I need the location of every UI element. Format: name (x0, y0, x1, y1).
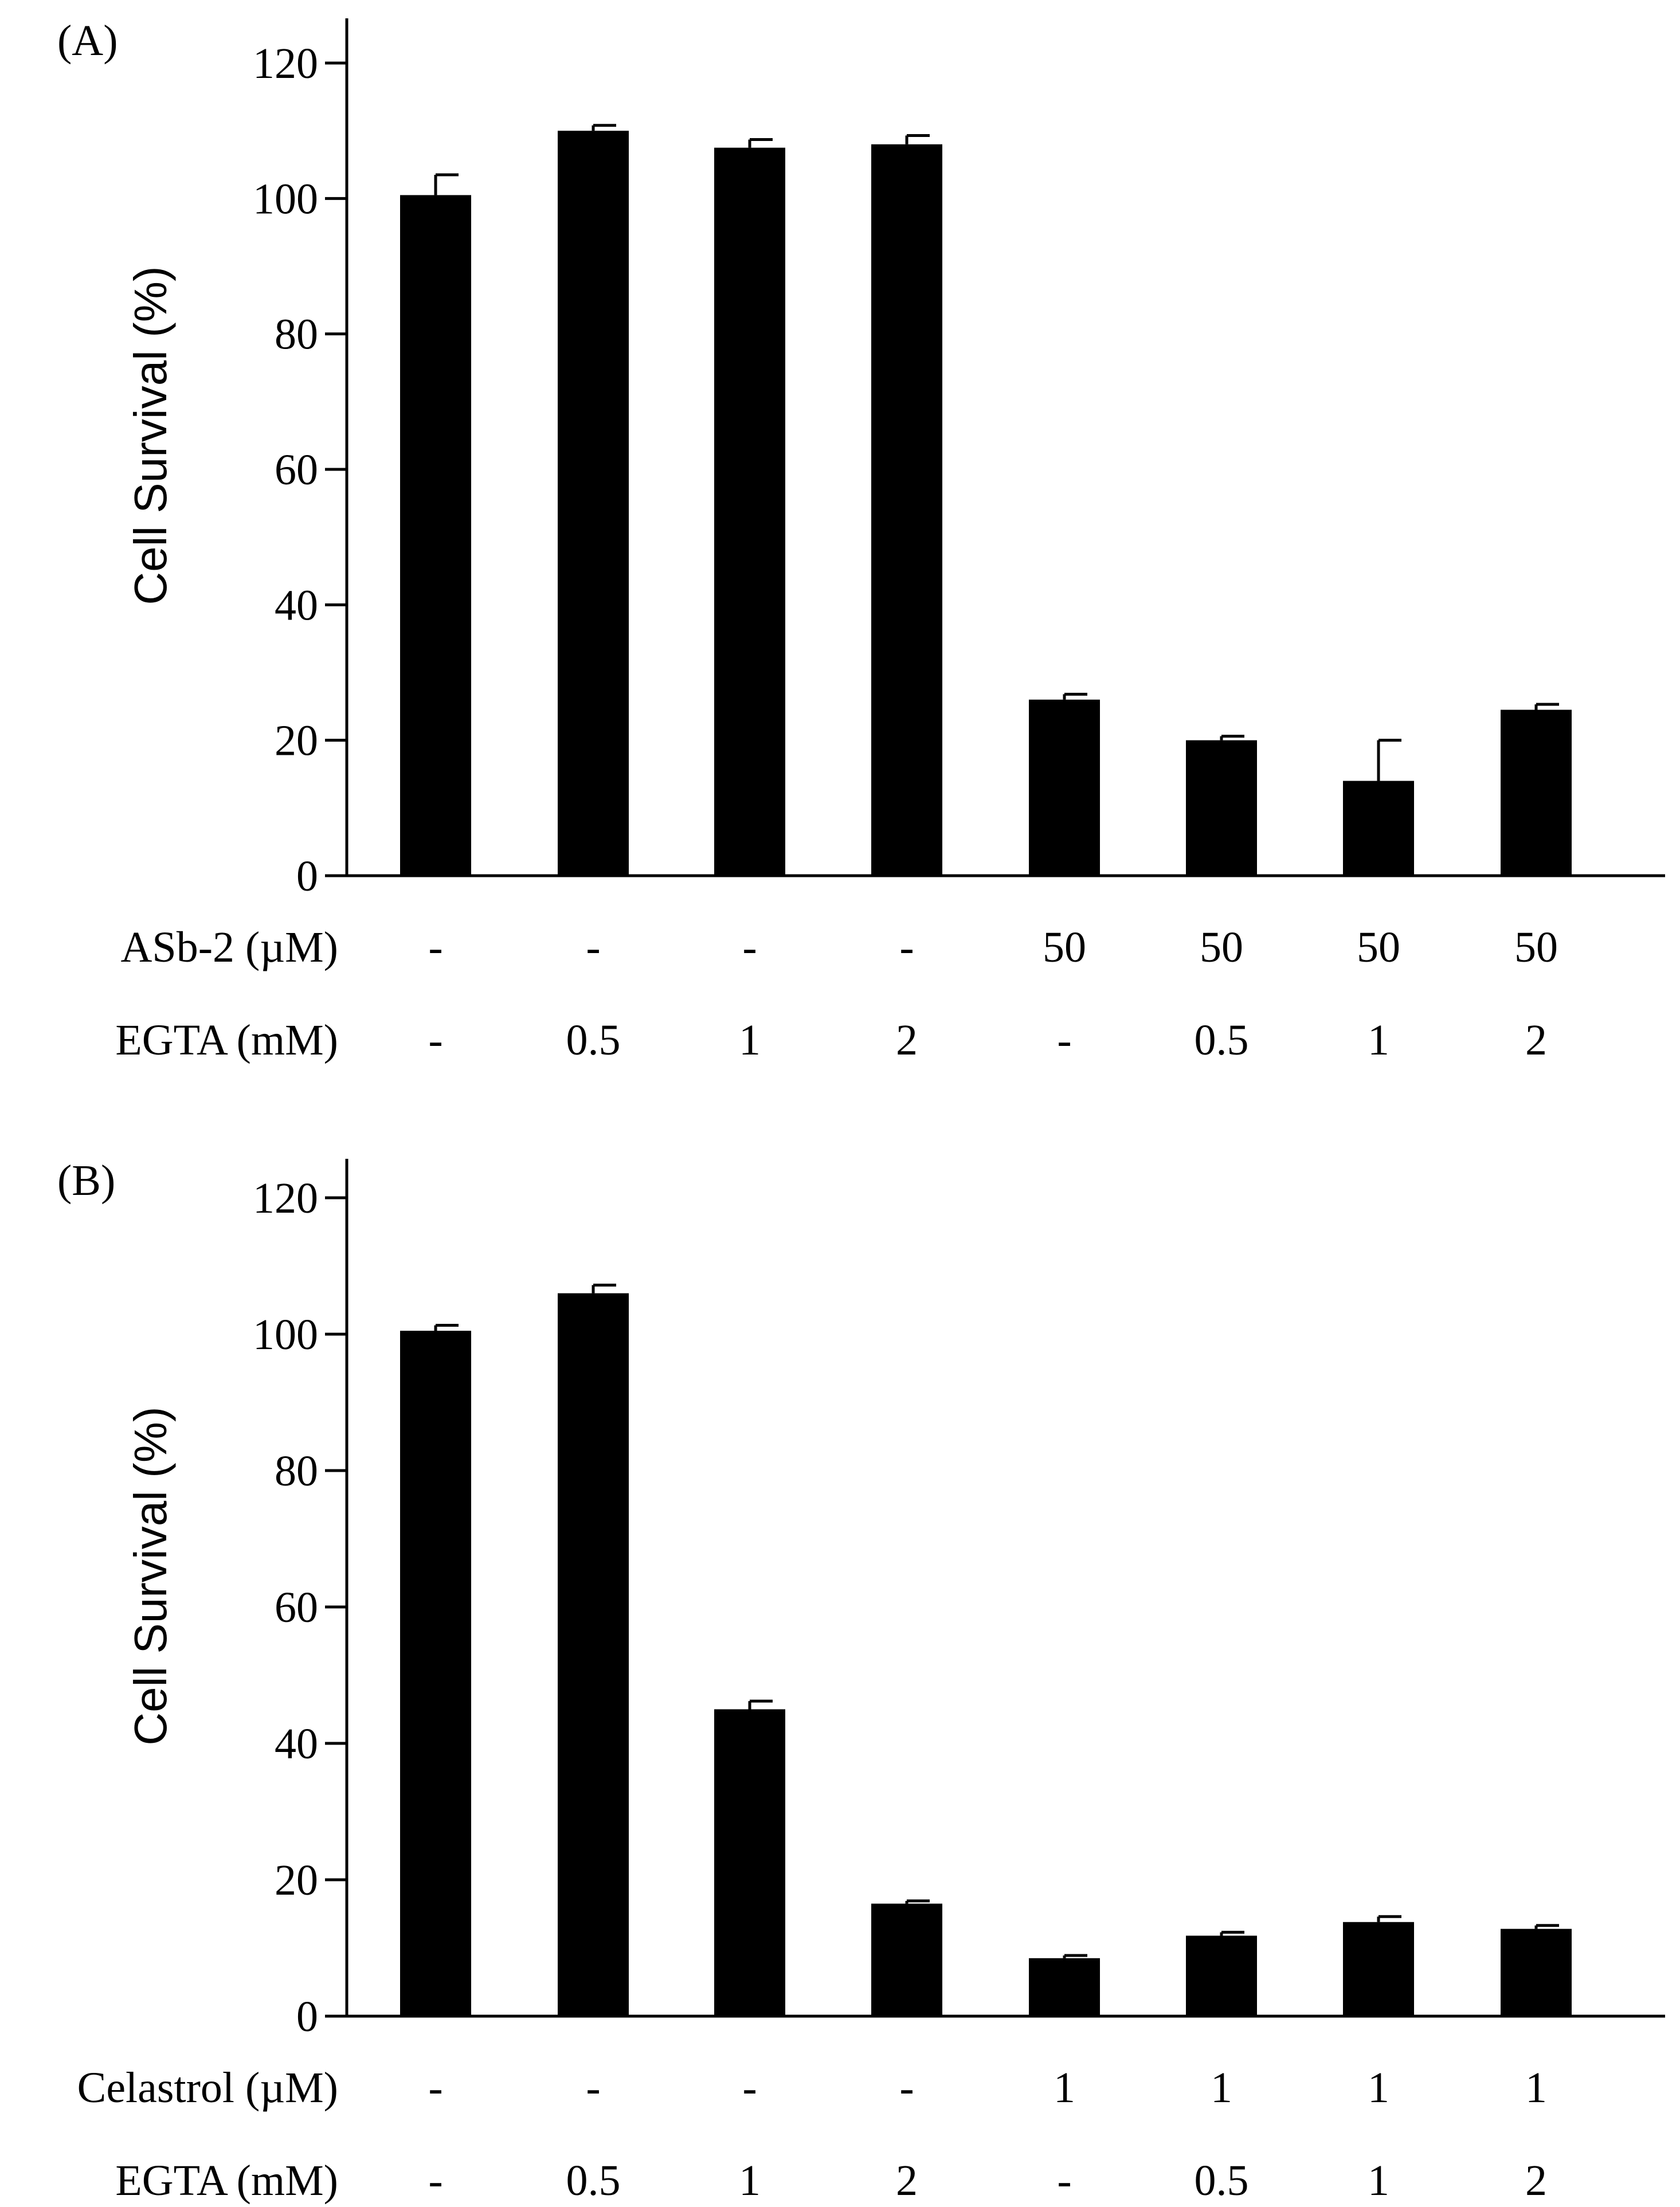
condition-value: 1 (1368, 1016, 1389, 1064)
condition-value: 1 (1368, 2064, 1389, 2112)
condition-value: - (428, 923, 442, 971)
condition-row-label: EGTA (mM) (115, 2157, 338, 2205)
condition-value: - (1057, 2157, 1071, 2205)
condition-value: 2 (1525, 2157, 1547, 2205)
condition-value: 1 (739, 1016, 761, 1064)
condition-value: - (586, 923, 600, 971)
condition-value: 0.5 (1195, 2157, 1249, 2205)
condition-value: 1 (1211, 2064, 1232, 2112)
panel-label: (B) (57, 1157, 115, 1205)
condition-value: 50 (1357, 923, 1400, 971)
axes (345, 18, 1665, 877)
condition-value: - (428, 1016, 442, 1064)
bar (871, 144, 942, 876)
y-ticks: 0 20 40 60 80 100 120 (253, 1174, 347, 2041)
axes (345, 1159, 1665, 2018)
y-tick-label: 60 (275, 1583, 318, 1632)
condition-value: 2 (896, 1016, 918, 1064)
panel-b: (B) Cell Survival (%) 0 20 40 60 80 100 120 Ce… (57, 1157, 1665, 2205)
y-tick-label: 120 (253, 40, 318, 88)
condition-value: - (586, 2064, 600, 2112)
condition-value: 50 (1514, 923, 1558, 971)
y-tick-label: 20 (275, 717, 318, 765)
condition-value: 1 (1054, 2064, 1075, 2112)
y-tick-label: 100 (253, 1311, 318, 1359)
bar (1343, 1922, 1414, 2016)
bar (1029, 1958, 1100, 2016)
bar (558, 131, 629, 876)
bar (871, 1903, 942, 2016)
condition-value: - (742, 923, 757, 971)
y-tick-label: 0 (296, 852, 318, 900)
bar (1501, 709, 1572, 876)
condition-value: 0.5 (566, 1016, 621, 1064)
condition-value: - (1057, 1016, 1071, 1064)
panel-a: (A) Cell Survival (%) 0 20 40 60 80 100 120 AS… (57, 17, 1665, 1064)
y-ticks: 0 20 40 60 80 100 120 (253, 40, 347, 900)
condition-value: - (742, 2064, 757, 2112)
bar (714, 147, 785, 876)
condition-value: - (899, 923, 914, 971)
y-tick-label: 20 (275, 1856, 318, 1904)
bars (400, 1283, 1572, 2016)
condition-value: 2 (896, 2157, 918, 2205)
condition-value: 0.5 (1195, 1016, 1249, 1064)
y-tick-label: 0 (296, 1993, 318, 2041)
condition-row-label: ASb-2 (µM) (121, 923, 338, 971)
y-tick-label: 40 (275, 1720, 318, 1768)
bar (400, 195, 471, 876)
bar (1029, 699, 1100, 876)
bar (1343, 781, 1414, 876)
bar (1186, 740, 1257, 876)
condition-value: - (899, 2064, 914, 2112)
bar (558, 1293, 629, 2016)
y-axis-title: Cell Survival (%) (125, 266, 176, 605)
y-tick-label: 100 (253, 175, 318, 223)
condition-value: 2 (1525, 1016, 1547, 1064)
condition-value: 50 (1043, 923, 1086, 971)
y-tick-label: 80 (275, 1447, 318, 1495)
condition-value: 0.5 (566, 2157, 621, 2205)
bars (400, 124, 1572, 876)
bar (714, 1709, 785, 2016)
panel-label: (A) (57, 17, 118, 65)
bar (1501, 1928, 1572, 2016)
condition-value: - (428, 2157, 442, 2205)
condition-table: Celastrol (µM) - - - - 1 1 1 1 EGTA (mM) - 0.5 1 2 - 0.… (77, 2064, 1547, 2205)
bar (1186, 1935, 1257, 2016)
condition-value: - (428, 2064, 442, 2112)
condition-value: 1 (1368, 2157, 1389, 2205)
condition-value: 50 (1200, 923, 1243, 971)
condition-row-label: Celastrol (µM) (77, 2064, 338, 2112)
condition-row-label: EGTA (mM) (115, 1016, 338, 1064)
y-tick-label: 80 (275, 311, 318, 359)
y-axis-title: Cell Survival (%) (125, 1406, 176, 1745)
y-tick-label: 60 (275, 446, 318, 494)
y-tick-label: 120 (253, 1174, 318, 1222)
y-tick-label: 40 (275, 581, 318, 629)
bar (400, 1331, 471, 2016)
condition-value: 1 (1525, 2064, 1547, 2112)
condition-value: 1 (739, 2157, 761, 2205)
condition-table: ASb-2 (µM) - - - - 50 50 50 50 EGTA (mM) - 0.5 1 2 - 0.… (115, 923, 1558, 1064)
